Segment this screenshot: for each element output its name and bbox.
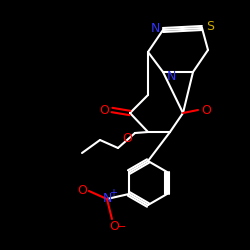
Text: O: O xyxy=(77,184,87,198)
Text: O: O xyxy=(99,104,109,117)
Text: N: N xyxy=(150,22,160,35)
Text: N: N xyxy=(102,192,112,205)
Text: S: S xyxy=(206,20,214,32)
Text: O: O xyxy=(109,220,119,234)
Text: +: + xyxy=(109,188,117,198)
Text: N: N xyxy=(166,70,176,84)
Text: O: O xyxy=(122,132,132,144)
Text: −: − xyxy=(117,222,127,232)
Text: O: O xyxy=(201,104,211,117)
